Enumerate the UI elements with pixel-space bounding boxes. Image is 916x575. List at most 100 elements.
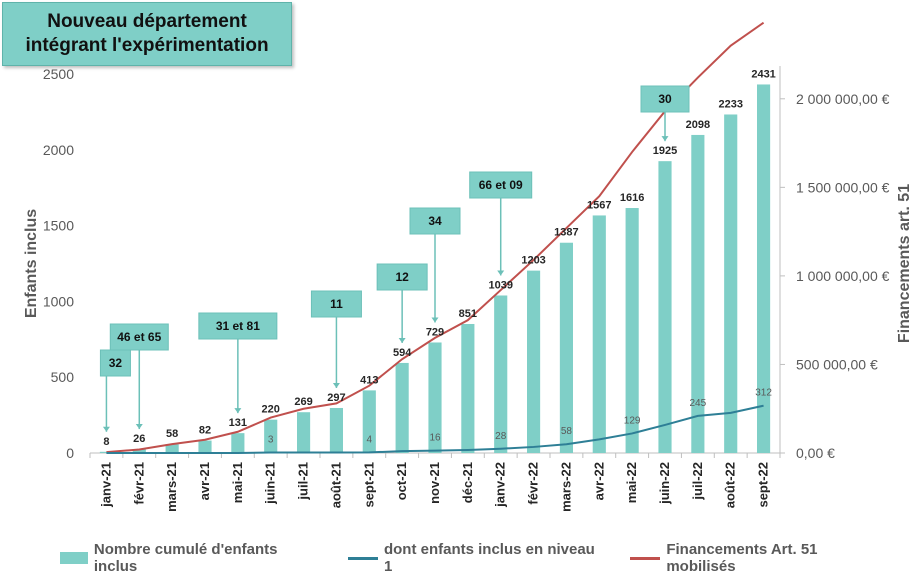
annotation-label: 34	[428, 214, 442, 228]
annotation-arrowhead	[398, 337, 406, 343]
bar-data-label: 2431	[751, 68, 775, 80]
bar-data-label: 2233	[718, 98, 742, 110]
x-tick-label: mars-22	[558, 462, 573, 512]
level1-data-label: 245	[690, 398, 707, 409]
annotation-box	[198, 312, 278, 340]
level1-data-label: 3	[268, 435, 274, 446]
bar-data-label: 8	[103, 436, 109, 448]
bar-data-label: 58	[166, 428, 178, 440]
x-tick-label: août-22	[723, 462, 738, 508]
x-tick-label: nov-21	[427, 462, 442, 504]
annotation-box	[409, 207, 461, 235]
x-tick-label: juin-21	[263, 462, 278, 505]
x-tick-label: mai-21	[230, 462, 245, 503]
x-tick-label: févr-21	[131, 462, 146, 505]
level1-line	[106, 404, 764, 454]
legend-item-funding: Financements Art. 51 mobilisés	[630, 541, 890, 575]
bar-data-label: 413	[360, 374, 378, 386]
y2-tick-label: 1 000 000,00 €	[796, 268, 890, 284]
annotation-label: 12	[395, 270, 409, 284]
bar-data-label: 2098	[686, 119, 710, 131]
annotation-arrowhead	[661, 136, 669, 142]
level1-data-label: 4	[367, 434, 373, 445]
bar	[198, 440, 212, 453]
bar	[461, 323, 475, 453]
bar-data-label: 82	[199, 425, 211, 437]
bar	[494, 295, 508, 453]
legend-label-bar: Nombre cumulé d'enfants inclus	[93, 541, 278, 575]
bar-data-label: 1039	[488, 279, 512, 291]
annotation-label: 32	[109, 356, 123, 370]
bar	[428, 342, 442, 453]
bar	[757, 84, 771, 454]
bar	[264, 419, 278, 453]
annotation-arrowhead	[102, 426, 110, 432]
bar-data-label: 851	[459, 308, 477, 320]
annotation-box	[310, 290, 362, 318]
legend-swatch-level1	[348, 556, 378, 560]
legend-item-bar: Nombre cumulé d'enfants inclus	[60, 541, 324, 575]
level1-data-label: 16	[429, 433, 441, 444]
y2-axis-title: Financements art. 51	[896, 184, 913, 343]
annotation-label: 66 et 09	[479, 178, 523, 192]
bar	[527, 270, 541, 453]
x-tick-label: mars-21	[164, 462, 179, 512]
bar	[297, 412, 311, 453]
legend-swatch-bar	[60, 552, 88, 564]
bar	[395, 362, 409, 453]
bar	[362, 390, 376, 453]
annotation-arrowhead	[332, 382, 340, 388]
bar	[658, 161, 672, 454]
bar-data-label: 1925	[653, 145, 677, 157]
bar-data-label: 297	[327, 392, 345, 404]
y2-tick-label: 2 000 000,00 €	[796, 91, 890, 107]
x-tick-label: juil-21	[296, 462, 311, 501]
annotation-label: 11	[330, 297, 343, 311]
x-tick-label: avr-21	[197, 462, 212, 500]
legend-label-funding: Financements Art. 51 mobilisés	[666, 541, 818, 575]
bar-data-label: 269	[294, 396, 312, 408]
annotation-arrowhead	[234, 408, 242, 414]
x-tick-label: sept-22	[756, 462, 771, 508]
chart-title: Nouveau département intégrant l'expérime…	[2, 2, 292, 66]
annotation-box	[109, 323, 169, 351]
bar	[165, 444, 179, 453]
y2-tick-label: 1 500 000,00 €	[796, 179, 890, 195]
funding-line	[106, 21, 765, 454]
y2-tick-label: 0,00 €	[796, 445, 835, 461]
bar-data-label: 26	[133, 433, 145, 445]
bar-data-label: 1387	[554, 227, 578, 239]
annotation-arrowhead	[497, 270, 505, 276]
x-tick-label: déc-21	[460, 462, 475, 503]
x-tick-label: juil-22	[690, 462, 705, 501]
bar-data-label: 729	[426, 326, 444, 338]
annotation-box	[469, 171, 533, 199]
bar	[724, 114, 738, 453]
bar-data-label: 131	[229, 417, 247, 429]
y-tick-label: 2000	[43, 142, 74, 158]
bar	[329, 407, 343, 453]
x-tick-label: août-21	[328, 462, 343, 508]
annotation-label: 31 et 81	[216, 319, 260, 333]
y-tick-label: 1000	[43, 293, 74, 309]
level1-data-label: 129	[624, 415, 641, 426]
bar-data-label: 1567	[587, 199, 611, 211]
annotation-label: 30	[658, 92, 672, 106]
y2-tick-label: 500 000,00 €	[796, 356, 878, 372]
x-tick-label: mai-22	[624, 462, 639, 503]
legend: Nombre cumulé d'enfants inclus dont enfa…	[60, 541, 890, 575]
y-axis-title: Enfants inclus	[23, 209, 40, 318]
bar	[559, 242, 573, 453]
y-tick-label: 1500	[43, 218, 74, 234]
annotation-arrowhead	[135, 424, 143, 430]
legend-item-level1: dont enfants inclus en niveau 1	[348, 541, 606, 575]
y-tick-label: 500	[51, 369, 75, 385]
x-tick-label: sept-21	[361, 462, 376, 508]
annotation-box	[376, 263, 428, 291]
legend-swatch-funding	[630, 556, 661, 560]
bar	[592, 215, 606, 453]
x-tick-label: avr-22	[591, 462, 606, 500]
x-tick-label: févr-22	[526, 462, 541, 505]
x-tick-label: janv-21	[98, 462, 113, 508]
x-tick-label: juin-22	[657, 462, 672, 505]
